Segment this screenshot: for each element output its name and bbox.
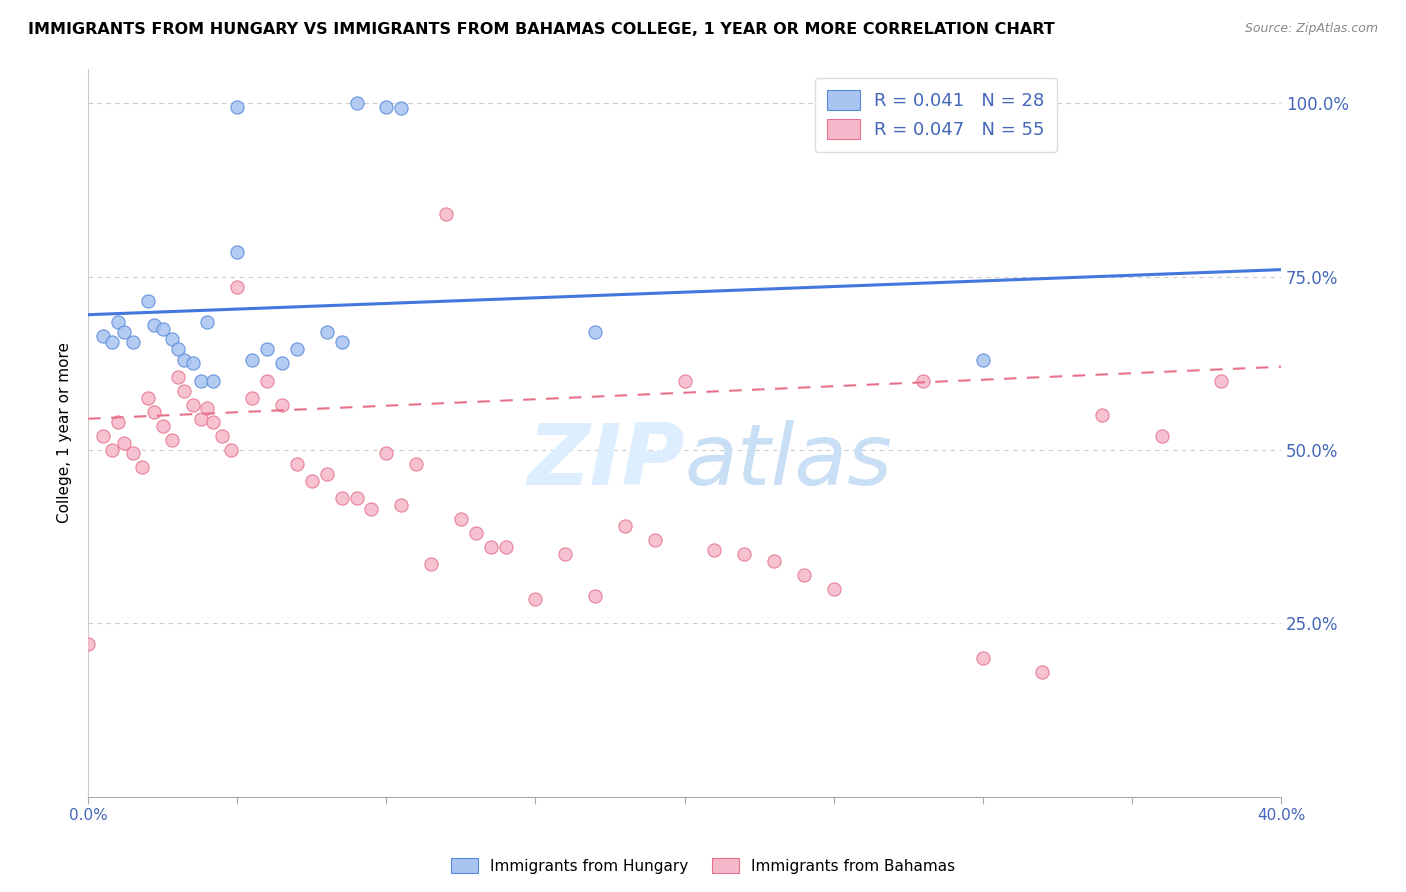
Point [112,436,135,450]
Point [1211,374,1233,388]
Point [763,554,786,568]
Point [285,343,308,357]
Point [583,589,606,603]
Point [823,582,845,596]
Point [160,433,183,447]
Point [793,567,815,582]
Point [256,343,278,357]
Point [122,335,145,350]
Point [450,512,472,526]
Legend: R = 0.041   N = 28, R = 0.047   N = 55: R = 0.041 N = 28, R = 0.047 N = 55 [814,78,1057,152]
Text: atlas: atlas [685,420,893,503]
Point [136,391,159,405]
Point [405,457,427,471]
Point [733,547,755,561]
Point [912,374,935,388]
Point [211,429,233,443]
Point [202,415,225,429]
Point [271,398,294,412]
Point [644,533,666,547]
Point [613,519,636,533]
Point [152,321,174,335]
Point [173,384,195,398]
Point [101,442,124,457]
Point [301,474,323,488]
Point [226,100,249,114]
Point [166,343,188,357]
Point [77,637,100,651]
Point [221,442,243,457]
Point [330,335,353,350]
Point [240,391,263,405]
Point [190,411,212,425]
Point [1150,429,1173,443]
Point [197,315,219,329]
Point [972,352,994,367]
Point [346,96,368,111]
Point [389,499,412,513]
Point [434,207,457,221]
Legend: Immigrants from Hungary, Immigrants from Bahamas: Immigrants from Hungary, Immigrants from… [444,852,962,880]
Point [495,540,517,554]
Text: Source: ZipAtlas.com: Source: ZipAtlas.com [1244,22,1378,36]
Point [240,352,263,367]
Point [256,374,278,388]
Point [375,446,398,460]
Point [142,318,165,332]
Point [330,491,353,506]
Point [91,328,114,343]
Point [107,315,129,329]
Point [524,592,547,607]
Point [360,501,382,516]
Point [112,325,135,339]
Point [285,457,308,471]
Point [202,374,225,388]
Point [271,356,294,370]
Point [152,418,174,433]
Point [464,526,486,541]
Point [166,370,188,384]
Point [197,401,219,416]
Point [226,280,249,294]
Point [1091,409,1114,423]
Point [122,446,145,460]
Y-axis label: College, 1 year or more: College, 1 year or more [58,343,72,523]
Point [389,101,412,115]
Point [554,547,576,561]
Point [131,460,153,475]
Point [315,325,337,339]
Point [136,293,159,308]
Point [181,398,204,412]
Point [173,352,195,367]
Text: ZIP: ZIP [527,420,685,503]
Text: IMMIGRANTS FROM HUNGARY VS IMMIGRANTS FROM BAHAMAS COLLEGE, 1 YEAR OR MORE CORRE: IMMIGRANTS FROM HUNGARY VS IMMIGRANTS FR… [28,22,1054,37]
Point [703,543,725,558]
Point [107,415,129,429]
Point [673,374,696,388]
Point [101,335,124,350]
Point [315,467,337,482]
Point [1031,665,1053,679]
Point [160,332,183,346]
Point [346,491,368,506]
Point [226,245,249,260]
Point [479,540,502,554]
Point [420,558,443,572]
Point [142,405,165,419]
Point [375,100,398,114]
Point [91,429,114,443]
Point [583,325,606,339]
Point [181,356,204,370]
Point [972,651,994,665]
Point [190,374,212,388]
